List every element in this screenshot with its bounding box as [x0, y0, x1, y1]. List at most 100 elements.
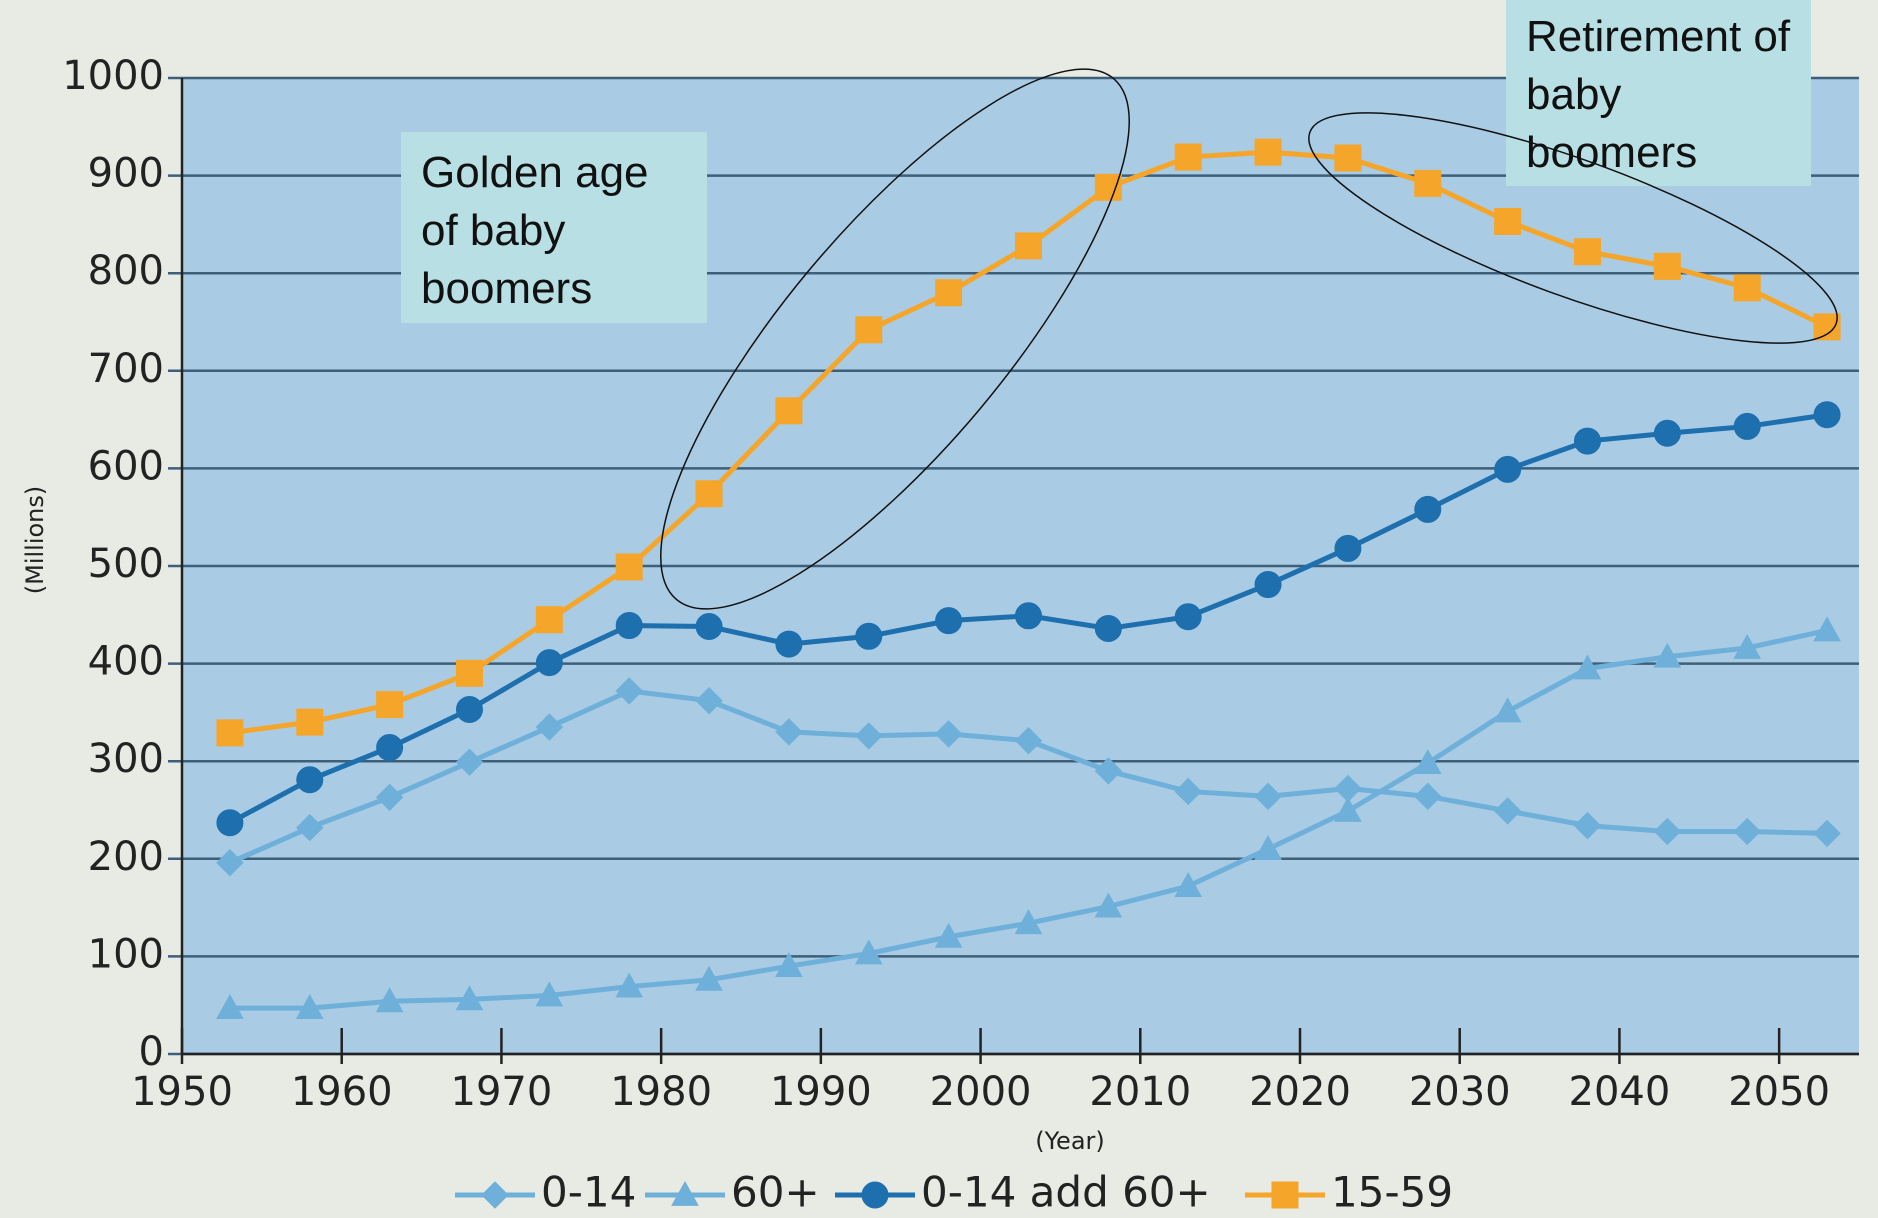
marker — [1254, 138, 1282, 166]
marker — [216, 994, 244, 1020]
y-tick-label: 400 — [88, 639, 164, 685]
legend-label: 15-59 — [1331, 1168, 1453, 1217]
marker — [1174, 777, 1202, 806]
x-tick-label: 1980 — [610, 1069, 712, 1115]
marker — [1334, 796, 1362, 822]
marker — [1573, 238, 1601, 266]
marker — [455, 695, 483, 723]
marker — [376, 734, 404, 762]
y-tick-label: 300 — [88, 736, 164, 782]
marker — [1094, 614, 1122, 642]
marker — [1573, 427, 1601, 455]
marker — [1174, 143, 1202, 171]
marker — [854, 939, 883, 965]
legend-item: 15-59 — [1245, 1168, 1453, 1217]
marker — [1413, 749, 1442, 775]
marker — [1414, 782, 1442, 811]
marker — [216, 848, 244, 877]
marker — [1733, 274, 1761, 302]
marker — [1094, 892, 1123, 918]
legend-item: 0-14 add 60+ — [835, 1168, 1211, 1217]
marker — [216, 719, 244, 747]
marker — [1494, 455, 1522, 483]
marker — [1493, 797, 1522, 825]
marker — [855, 316, 883, 344]
x-tick-label: 2050 — [1728, 1069, 1830, 1115]
marker — [935, 279, 963, 307]
x-tick-label: 1960 — [291, 1069, 393, 1115]
y-axis-label: (Millions) — [21, 486, 49, 595]
series — [216, 616, 1841, 1020]
marker — [1573, 654, 1602, 680]
y-tick-label: 700 — [88, 346, 164, 392]
marker — [1334, 144, 1362, 172]
y-tick-label: 0 — [139, 1029, 164, 1075]
marker — [775, 952, 803, 978]
marker — [935, 607, 963, 635]
marker — [934, 720, 963, 748]
legend-item: 0-14 — [455, 1168, 636, 1217]
marker — [1573, 811, 1602, 840]
x-tick-label: 1970 — [451, 1069, 553, 1115]
marker — [1733, 633, 1762, 659]
marker — [455, 748, 484, 776]
marker — [695, 965, 723, 991]
marker — [1014, 726, 1043, 755]
marker — [1653, 419, 1681, 447]
marker — [296, 708, 324, 736]
marker — [376, 691, 404, 719]
x-tick-label: 2040 — [1569, 1069, 1671, 1115]
marker — [1271, 1181, 1299, 1209]
marker — [615, 553, 643, 581]
marker — [1733, 817, 1761, 846]
annotation: Golden age of baby boomers — [401, 132, 707, 323]
y-tick-label: 100 — [88, 931, 164, 977]
marker — [296, 766, 324, 794]
marker — [1813, 616, 1841, 642]
marker — [455, 659, 483, 687]
marker — [296, 813, 324, 842]
legend-label: 0-14 add 60+ — [921, 1168, 1211, 1217]
legend-label: 0-14 — [541, 1168, 636, 1217]
y-tick-label: 600 — [88, 443, 164, 489]
marker — [695, 613, 723, 641]
marker — [934, 922, 963, 948]
marker — [671, 1180, 699, 1206]
series — [216, 677, 1841, 877]
marker — [1653, 252, 1681, 280]
series — [216, 401, 1841, 837]
marker — [855, 622, 883, 650]
marker — [1813, 819, 1841, 848]
marker — [1653, 817, 1682, 846]
legend-item: 60+ — [645, 1168, 820, 1217]
marker — [1014, 602, 1042, 630]
marker — [216, 809, 244, 837]
marker — [455, 985, 484, 1011]
y-tick-label: 200 — [88, 834, 164, 880]
x-axis-label: (Year) — [1035, 1127, 1105, 1155]
marker — [295, 994, 324, 1020]
marker — [535, 981, 564, 1007]
y-tick-label: 900 — [88, 151, 164, 197]
marker — [615, 972, 644, 998]
marker — [1414, 169, 1442, 197]
marker — [695, 480, 723, 508]
y-tick-label: 500 — [88, 541, 164, 587]
marker — [1094, 757, 1123, 785]
marker — [1653, 642, 1682, 668]
marker — [1493, 697, 1522, 723]
x-tick-label: 2020 — [1249, 1069, 1351, 1115]
marker — [1014, 909, 1043, 935]
marker — [695, 686, 723, 715]
marker — [775, 718, 803, 746]
marker — [1813, 313, 1841, 341]
marker — [861, 1181, 889, 1209]
marker — [375, 987, 404, 1013]
marker — [1494, 207, 1522, 235]
annotation: Retirement of baby boomers — [1506, 0, 1811, 186]
marker — [1254, 835, 1282, 860]
legend-label: 60+ — [731, 1168, 820, 1217]
marker — [615, 612, 643, 640]
marker — [775, 630, 803, 658]
